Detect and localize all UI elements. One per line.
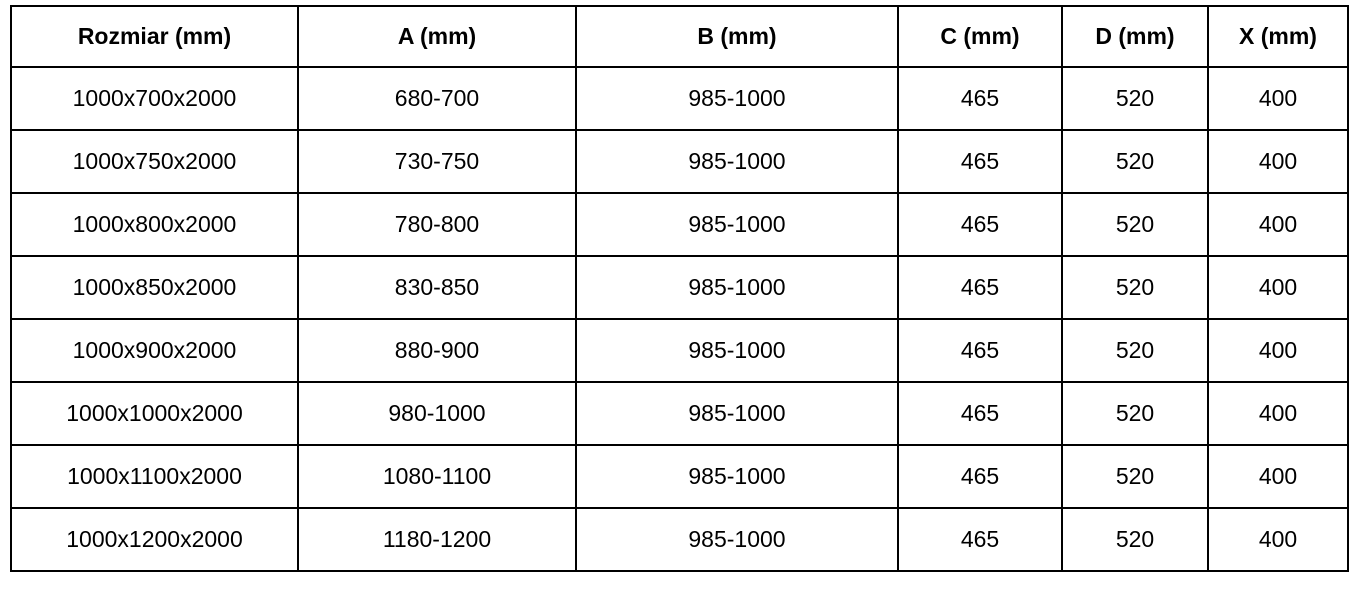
column-header-a: A (mm) [297,5,577,68]
column-header-c: C (mm) [897,5,1063,68]
table-body: 1000x700x2000 680-700 985-1000 465 520 4… [10,66,1349,572]
cell-rozmiar: 1000x1000x2000 [10,381,299,446]
cell-b: 985-1000 [575,507,899,572]
cell-x: 400 [1207,507,1349,572]
cell-rozmiar: 1000x750x2000 [10,129,299,194]
cell-x: 400 [1207,129,1349,194]
cell-a: 730-750 [297,129,577,194]
cell-x: 400 [1207,444,1349,509]
cell-a: 880-900 [297,318,577,383]
cell-rozmiar: 1000x1200x2000 [10,507,299,572]
cell-b: 985-1000 [575,255,899,320]
table-row: 1000x1000x2000 980-1000 985-1000 465 520… [10,381,1349,446]
cell-a: 980-1000 [297,381,577,446]
table-row: 1000x750x2000 730-750 985-1000 465 520 4… [10,129,1349,194]
cell-x: 400 [1207,255,1349,320]
cell-d: 520 [1061,192,1209,257]
column-header-x: X (mm) [1207,5,1349,68]
table-row: 1000x850x2000 830-850 985-1000 465 520 4… [10,255,1349,320]
cell-d: 520 [1061,507,1209,572]
header-row: Rozmiar (mm) A (mm) B (mm) C (mm) D (mm)… [10,5,1349,68]
cell-a: 1080-1100 [297,444,577,509]
cell-rozmiar: 1000x900x2000 [10,318,299,383]
cell-rozmiar: 1000x850x2000 [10,255,299,320]
table-row: 1000x700x2000 680-700 985-1000 465 520 4… [10,66,1349,131]
cell-d: 520 [1061,444,1209,509]
table-row: 1000x1200x2000 1180-1200 985-1000 465 52… [10,507,1349,572]
cell-b: 985-1000 [575,66,899,131]
size-table-container: Rozmiar (mm) A (mm) B (mm) C (mm) D (mm)… [10,5,1349,572]
cell-c: 465 [897,381,1063,446]
column-header-b: B (mm) [575,5,899,68]
cell-rozmiar: 1000x700x2000 [10,66,299,131]
cell-c: 465 [897,192,1063,257]
cell-x: 400 [1207,66,1349,131]
cell-c: 465 [897,255,1063,320]
size-specification-table: Rozmiar (mm) A (mm) B (mm) C (mm) D (mm)… [10,5,1349,572]
cell-a: 780-800 [297,192,577,257]
cell-b: 985-1000 [575,129,899,194]
table-header: Rozmiar (mm) A (mm) B (mm) C (mm) D (mm)… [10,5,1349,68]
cell-a: 830-850 [297,255,577,320]
cell-b: 985-1000 [575,192,899,257]
column-header-d: D (mm) [1061,5,1209,68]
cell-d: 520 [1061,255,1209,320]
cell-c: 465 [897,444,1063,509]
table-row: 1000x1100x2000 1080-1100 985-1000 465 52… [10,444,1349,509]
cell-b: 985-1000 [575,444,899,509]
cell-b: 985-1000 [575,381,899,446]
cell-d: 520 [1061,381,1209,446]
cell-d: 520 [1061,318,1209,383]
cell-c: 465 [897,318,1063,383]
cell-x: 400 [1207,318,1349,383]
cell-a: 680-700 [297,66,577,131]
cell-rozmiar: 1000x1100x2000 [10,444,299,509]
column-header-rozmiar: Rozmiar (mm) [10,5,299,68]
cell-b: 985-1000 [575,318,899,383]
cell-x: 400 [1207,192,1349,257]
cell-d: 520 [1061,129,1209,194]
table-row: 1000x900x2000 880-900 985-1000 465 520 4… [10,318,1349,383]
cell-c: 465 [897,507,1063,572]
cell-d: 520 [1061,66,1209,131]
cell-x: 400 [1207,381,1349,446]
cell-c: 465 [897,66,1063,131]
cell-rozmiar: 1000x800x2000 [10,192,299,257]
table-row: 1000x800x2000 780-800 985-1000 465 520 4… [10,192,1349,257]
cell-c: 465 [897,129,1063,194]
cell-a: 1180-1200 [297,507,577,572]
